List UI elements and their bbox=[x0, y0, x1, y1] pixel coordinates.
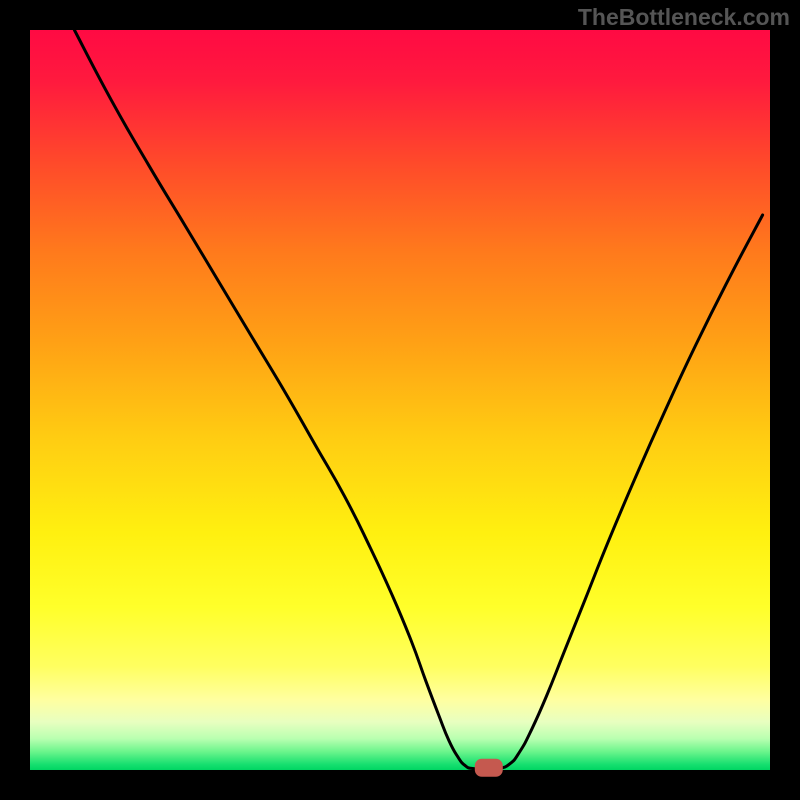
chart-svg bbox=[0, 0, 800, 800]
watermark-label: TheBottleneck.com bbox=[578, 4, 790, 31]
chart-stage: TheBottleneck.com bbox=[0, 0, 800, 800]
plot-background bbox=[30, 30, 770, 770]
optimum-marker bbox=[475, 759, 503, 777]
